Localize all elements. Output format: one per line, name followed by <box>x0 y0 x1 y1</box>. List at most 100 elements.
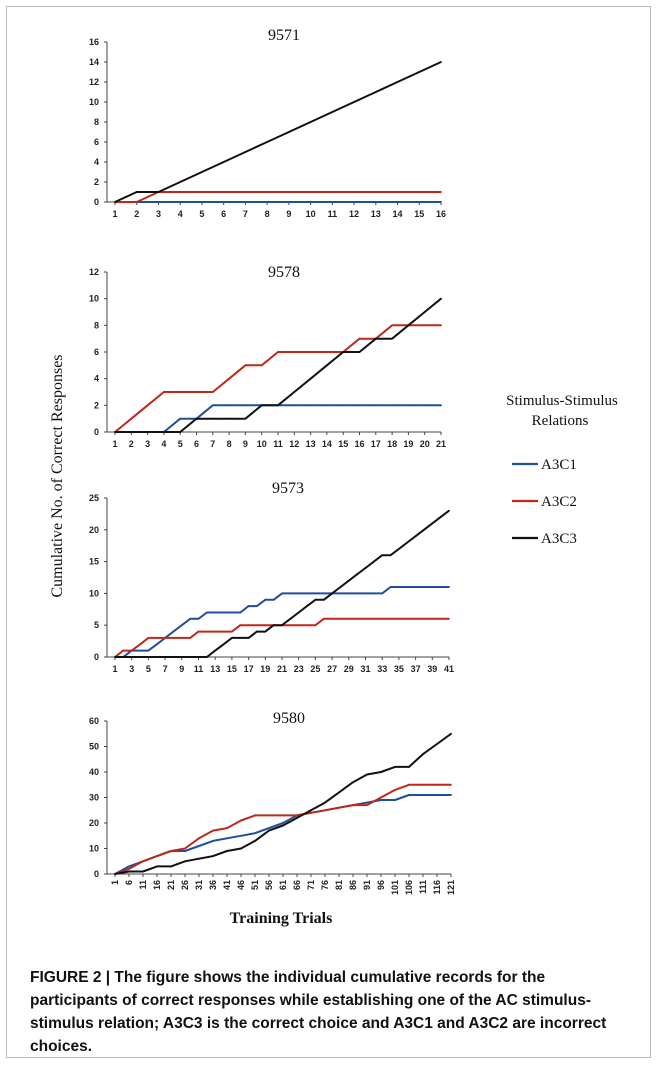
data-point-a3c3 <box>155 656 158 658</box>
y-tick-label: 25 <box>89 493 99 503</box>
data-point-a3c1 <box>189 617 192 620</box>
data-point-a3c2 <box>440 191 442 193</box>
data-point-a3c2 <box>423 617 425 620</box>
data-point-a3c1 <box>356 592 359 595</box>
x-tick-label: 16 <box>152 880 162 890</box>
data-point-a3c2 <box>266 191 269 193</box>
data-point-a3c3 <box>309 121 312 123</box>
data-point-a3c3 <box>260 404 263 407</box>
data-point-a3c2 <box>331 191 334 193</box>
data-point-a3c2 <box>184 847 186 850</box>
data-point-a3c3 <box>198 857 200 860</box>
data-point-a3c1 <box>450 794 452 796</box>
data-point-a3c1 <box>306 592 308 595</box>
x-tick-label: 15 <box>227 664 237 674</box>
data-point-a3c2 <box>244 191 247 193</box>
x-tick-label: 26 <box>180 880 190 890</box>
data-point-a3c3 <box>314 598 317 601</box>
data-point-a3c3 <box>324 801 326 804</box>
data-point-a3c1 <box>353 201 355 203</box>
data-point-a3c2 <box>366 804 368 807</box>
data-point-a3c2 <box>422 783 424 786</box>
data-point-a3c2 <box>408 783 410 786</box>
x-tick-label: 76 <box>320 880 330 890</box>
data-point-a3c1 <box>212 839 214 842</box>
x-tick-label: 5 <box>199 209 204 219</box>
data-point-a3c1 <box>380 799 382 801</box>
chart-title: 9573 <box>272 480 304 497</box>
x-tick-label: 9 <box>243 439 248 449</box>
y-tick-label: 50 <box>89 742 99 752</box>
data-point-a3c1 <box>256 605 258 608</box>
x-tick-label: 16 <box>354 439 364 449</box>
y-tick-label: 16 <box>89 37 99 47</box>
x-axis-label: Training Trials <box>230 910 333 927</box>
data-point-a3c1 <box>331 201 334 203</box>
data-point-a3c2 <box>147 637 150 639</box>
x-tick-label: 1 <box>110 880 120 885</box>
data-point-a3c3 <box>436 743 438 745</box>
series-line-a3c1 <box>115 586 449 658</box>
data-point-a3c2 <box>180 637 183 639</box>
data-point-a3c1 <box>287 201 290 203</box>
x-tick-label: 11 <box>328 209 338 219</box>
data-point-a3c2 <box>256 624 258 627</box>
x-tick-label: 12 <box>289 439 299 449</box>
data-point-a3c2 <box>394 788 396 791</box>
data-point-a3c2 <box>164 637 167 639</box>
x-tick-label: 121 <box>446 880 456 895</box>
data-point-a3c1 <box>423 586 425 588</box>
data-point-a3c1 <box>244 404 247 407</box>
data-point-a3c1 <box>440 404 442 407</box>
x-tick-label: 25 <box>310 664 320 674</box>
data-point-a3c1 <box>211 404 214 407</box>
x-tick-label: 39 <box>427 664 437 674</box>
data-point-a3c3 <box>407 324 410 327</box>
data-point-a3c3 <box>239 637 242 639</box>
y-tick-label: 4 <box>94 157 99 167</box>
data-point-a3c1 <box>157 201 160 203</box>
x-tick-label: 36 <box>208 880 218 890</box>
data-point-a3c3 <box>214 649 217 652</box>
data-point-a3c2 <box>309 191 312 193</box>
x-tick-label: 31 <box>194 880 204 890</box>
y-tick-label: 20 <box>89 525 99 535</box>
x-tick-label: 10 <box>257 439 267 449</box>
data-point-a3c2 <box>260 364 263 367</box>
data-point-a3c2 <box>439 617 442 620</box>
data-point-a3c3 <box>396 81 399 83</box>
data-point-a3c2 <box>172 637 175 639</box>
data-point-a3c3 <box>342 351 345 353</box>
data-point-a3c2 <box>156 855 158 858</box>
data-point-a3c3 <box>293 391 296 393</box>
data-point-a3c3 <box>184 860 186 863</box>
data-point-a3c3 <box>114 201 116 203</box>
data-point-a3c3 <box>114 873 116 875</box>
data-point-a3c3 <box>211 417 214 420</box>
data-point-a3c2 <box>339 617 342 620</box>
x-tick-label: 19 <box>403 439 413 449</box>
data-point-a3c1 <box>418 201 421 203</box>
data-point-a3c2 <box>372 617 375 620</box>
data-point-a3c1 <box>431 586 434 588</box>
data-point-a3c3 <box>170 865 172 868</box>
legend-label-a3c1: A3C1 <box>541 457 577 473</box>
data-point-a3c2 <box>324 809 326 812</box>
legend-title-line2: Relations <box>532 413 589 429</box>
data-point-a3c3 <box>222 161 225 163</box>
x-tick-label: 106 <box>404 880 414 895</box>
x-tick-label: 71 <box>306 880 316 890</box>
data-point-a3c2 <box>282 814 284 817</box>
data-point-a3c3 <box>163 431 165 433</box>
data-point-a3c3 <box>448 509 450 512</box>
data-point-a3c1 <box>374 201 377 203</box>
data-point-a3c3 <box>197 656 200 658</box>
data-point-a3c1 <box>198 845 200 847</box>
chart-title: 9580 <box>273 710 305 727</box>
x-tick-label: 51 <box>250 880 260 890</box>
data-point-a3c1 <box>422 794 424 796</box>
data-point-a3c3 <box>364 567 367 569</box>
x-tick-label: 14 <box>393 209 403 219</box>
data-point-a3c1 <box>228 404 231 407</box>
data-point-a3c3 <box>282 824 284 827</box>
